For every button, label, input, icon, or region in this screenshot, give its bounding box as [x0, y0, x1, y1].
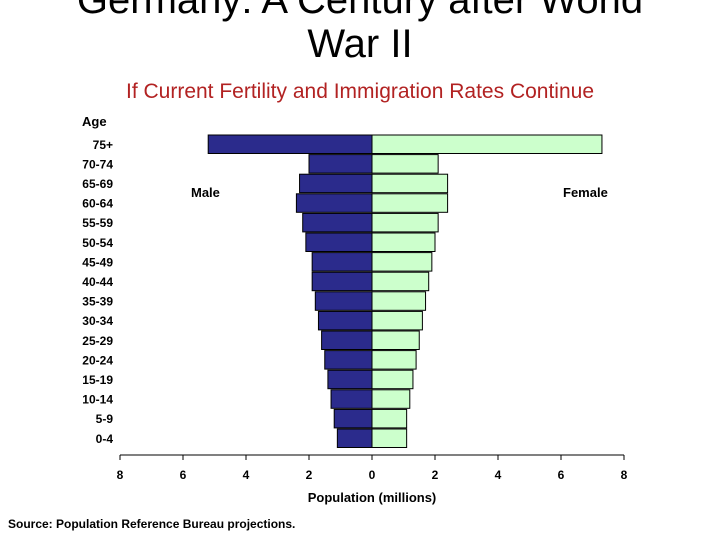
male-bar-30-34: [317, 310, 373, 331]
x-tick-label: 8: [117, 468, 124, 482]
female-bar-25-29: [371, 330, 420, 350]
age-label-55-59: 55-59: [82, 216, 113, 230]
male-bar-20-24: [324, 350, 373, 370]
male-bar-10-14: [330, 389, 373, 409]
female-bar-75plus: [371, 134, 603, 154]
age-label-75plus: 75+: [93, 138, 113, 152]
female-bar-5-9: [371, 408, 408, 429]
age-label-10-14: 10-14: [82, 393, 113, 407]
male-series-label: Male: [191, 185, 220, 200]
x-tick-label: 2: [432, 468, 439, 482]
x-tick-label: 4: [495, 468, 502, 482]
female-bars: [371, 134, 603, 448]
female-bar-40-44: [371, 271, 430, 292]
female-bar-50-54: [371, 232, 436, 252]
age-label-45-49: 45-49: [82, 255, 113, 269]
slide-subtitle: If Current Fertility and Immigration Rat…: [125, 80, 595, 103]
age-label-65-69: 65-69: [82, 177, 113, 191]
age-label-15-19: 15-19: [82, 373, 113, 387]
male-bar-45-49: [311, 252, 373, 272]
male-bars: [207, 134, 373, 448]
male-bar-75plus: [207, 134, 373, 154]
age-labels: 75+ 70-74 65-69 60-64 55-59 50-54 45-49 40-44 35…: [82, 138, 113, 446]
age-label-35-39: 35-39: [82, 295, 113, 309]
female-bar-55-59: [371, 212, 439, 233]
female-bar-20-24: [371, 350, 417, 370]
male-bar-65-69: [299, 173, 373, 194]
x-tick-label: 6: [558, 468, 565, 482]
male-bar-40-44: [311, 271, 373, 292]
male-bar-15-19: [327, 369, 373, 390]
male-bar-5-9: [333, 408, 373, 429]
female-bar-60-64: [371, 193, 449, 213]
female-bar-70-74: [371, 154, 439, 174]
female-bar-35-39: [371, 291, 427, 311]
slide-title: Germany: A Century after World War II: [0, 0, 720, 66]
age-label-5-9: 5-9: [96, 412, 114, 426]
age-label-40-44: 40-44: [82, 275, 113, 289]
female-bar-45-49: [371, 252, 433, 272]
female-bar-65-69: [371, 173, 449, 194]
female-bar-10-14: [371, 389, 411, 409]
age-label-30-34: 30-34: [82, 314, 113, 328]
male-bar-70-74: [308, 154, 373, 174]
age-label-50-54: 50-54: [82, 236, 113, 250]
age-label-20-24: 20-24: [82, 353, 113, 367]
x-tick-label: 2: [306, 468, 313, 482]
male-bar-60-64: [295, 193, 373, 213]
age-label-25-29: 25-29: [82, 334, 113, 348]
male-bar-35-39: [314, 291, 373, 311]
female-bar-0-4: [371, 428, 408, 448]
source-note: Source: Population Reference Bureau proj…: [8, 517, 296, 531]
chart-plot-area: 75+70-7465-6960-6455-5950-5445-4940-4435…: [82, 134, 628, 482]
age-label-60-64: 60-64: [82, 197, 113, 211]
x-axis-label: Population (millions): [308, 490, 437, 505]
x-tick-label: 4: [243, 468, 250, 482]
male-bar-55-59: [302, 212, 373, 233]
x-axis: 8 6 4 2 0 2 4 6 8: [117, 454, 628, 482]
male-bar-25-29: [321, 330, 373, 350]
age-label-70-74: 70-74: [82, 157, 113, 171]
female-bar-30-34: [371, 310, 423, 331]
female-series-label: Female: [563, 185, 608, 200]
x-tick-label: 0: [369, 468, 376, 482]
slide-title-line-1: Germany: A Century after World: [76, 0, 644, 22]
slide-title-line-2: War II: [307, 22, 413, 66]
male-bar-50-54: [305, 232, 373, 252]
x-tick-label: 8: [621, 468, 628, 482]
male-bar-0-4: [336, 428, 373, 448]
age-label-0-4: 0-4: [96, 432, 114, 446]
x-tick-label: 6: [180, 468, 187, 482]
y-axis-label: Age: [82, 114, 107, 129]
female-bar-15-19: [371, 369, 414, 390]
